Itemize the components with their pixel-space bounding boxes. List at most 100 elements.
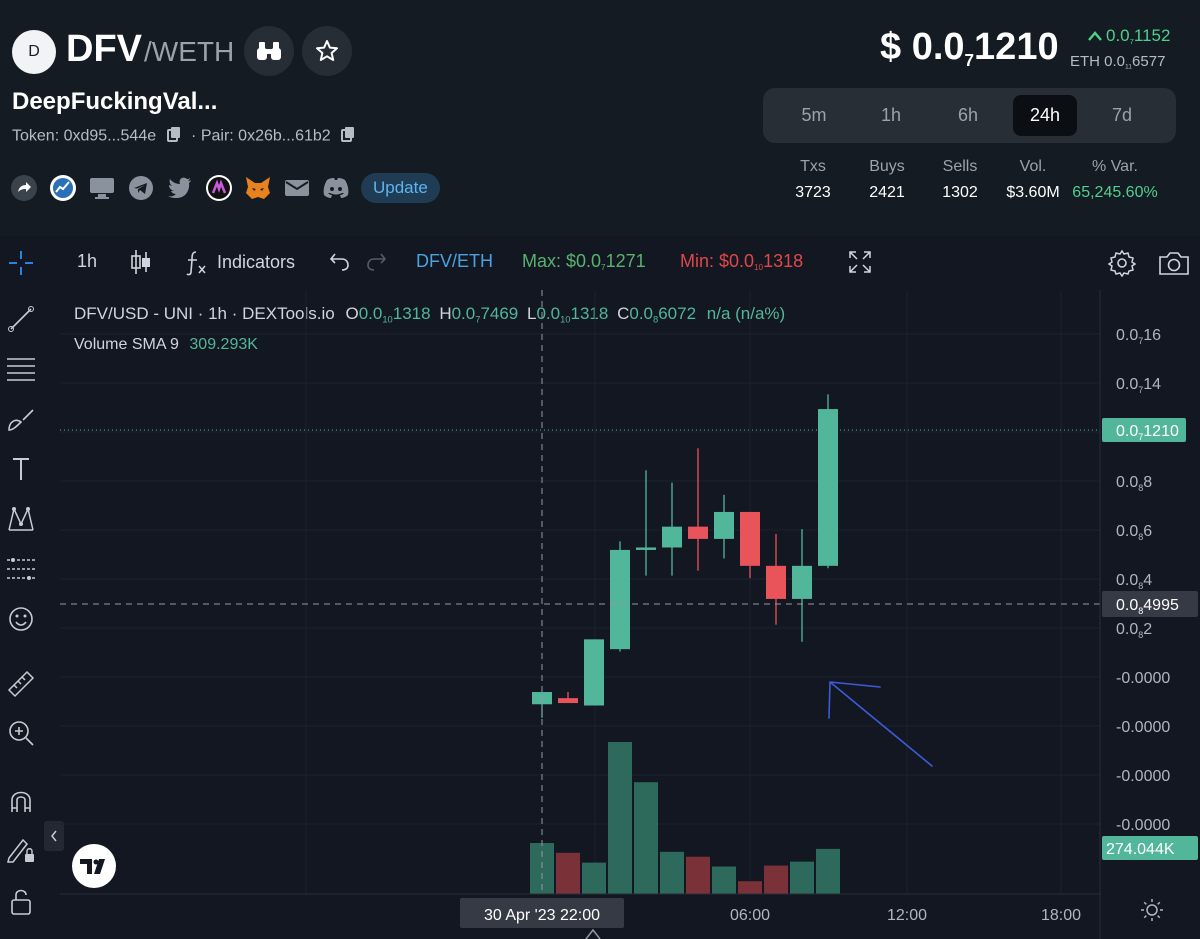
share-button[interactable] xyxy=(10,174,38,202)
crosshair-icon xyxy=(9,251,33,275)
lock-drawing-tool[interactable] xyxy=(4,832,38,866)
unlock-icon xyxy=(11,889,31,915)
zoom-tool[interactable] xyxy=(4,716,38,750)
horizontal-lines-icon xyxy=(7,358,35,381)
social-links: Update xyxy=(10,172,440,204)
pattern-tool[interactable] xyxy=(4,502,38,536)
max-price: Max: $0.071271 xyxy=(522,251,646,273)
twitter-link[interactable] xyxy=(166,174,194,202)
pair-base-symbol: DFV xyxy=(66,28,142,70)
monitor-icon xyxy=(90,178,114,199)
trendline-icon xyxy=(8,306,34,332)
copy-icon xyxy=(166,127,180,142)
screenshot-button[interactable] xyxy=(1158,249,1190,282)
sun-ray xyxy=(1143,901,1147,905)
price-tick-label: 0.071 xyxy=(1116,425,1152,444)
compare-pair-button[interactable]: DFV/ETH xyxy=(416,251,494,271)
tab-6h[interactable]: 6h xyxy=(957,105,979,125)
stat-sells: Sells 1302 xyxy=(942,158,978,201)
min-price: Min: $0.0101318 xyxy=(680,251,804,273)
volume-bar xyxy=(608,742,632,894)
favorite-star-button[interactable] xyxy=(302,26,352,76)
candle-body xyxy=(818,409,838,566)
ohlc-legend: DFV/USD - UNI · 1h · DEXTools.io O0.0101… xyxy=(74,304,786,325)
volume-bar xyxy=(686,856,710,894)
time-scroll-arrow-icon xyxy=(585,928,601,939)
chart-app-icon xyxy=(50,175,76,201)
price-tick-label: 0.0714 xyxy=(1116,376,1161,395)
tab-24h[interactable]: 24h xyxy=(1013,95,1077,136)
tab-5m[interactable]: 5m xyxy=(801,105,827,125)
metamask-button[interactable] xyxy=(244,174,272,202)
tab-7d[interactable]: 7d xyxy=(1111,105,1133,125)
volume-bar xyxy=(764,865,788,894)
collapse-toolbar-button[interactable] xyxy=(44,821,64,851)
volume-bar xyxy=(556,852,580,894)
chart-type-button[interactable] xyxy=(130,248,152,281)
emoji-tool[interactable] xyxy=(4,602,38,636)
current-price: $ 0.071210 xyxy=(880,26,1059,70)
gear-icon xyxy=(1107,249,1137,278)
zoom-in-icon xyxy=(9,721,34,746)
measure-tool[interactable] xyxy=(4,666,38,700)
drawing-toolbar xyxy=(0,236,64,939)
crosshair-time-label: 30 Apr '23 22:00 xyxy=(484,907,600,924)
price-tick-label: 0.088 xyxy=(1116,474,1152,493)
magnet-tool[interactable] xyxy=(4,784,38,818)
undo-button[interactable] xyxy=(328,250,350,277)
tab-1h[interactable]: 1h xyxy=(880,105,902,125)
fullscreen-button[interactable] xyxy=(848,250,872,279)
text-tool[interactable] xyxy=(4,452,38,486)
candle-body xyxy=(610,549,630,650)
prediction-tool[interactable] xyxy=(4,552,38,586)
time-tick-label: 12:00 xyxy=(887,907,927,924)
copy-pair-button[interactable] xyxy=(341,126,355,147)
volume-bar xyxy=(634,782,658,894)
pattern-icon xyxy=(8,506,34,531)
pair-quote-symbol: /WETH xyxy=(144,36,235,67)
token-address: 0xd95...544e xyxy=(63,127,157,145)
chart-app-link[interactable] xyxy=(49,174,77,202)
unlock-tool[interactable] xyxy=(4,884,38,918)
discord-icon xyxy=(323,178,349,198)
indicators-button[interactable]: Indicators xyxy=(184,248,295,276)
sun-core xyxy=(1146,904,1158,916)
brush-tool[interactable] xyxy=(4,402,38,436)
chart-toolbar: 1h Indicators DFV/ETH Max: $0.071271 Min… xyxy=(44,236,1200,290)
token-address-label: Token: xyxy=(12,127,60,145)
price-tick-label: -0.0000 xyxy=(1116,670,1170,687)
share-icon xyxy=(11,175,37,201)
chevron-left-icon xyxy=(44,821,64,851)
magnet-icon xyxy=(11,791,31,812)
mail-link[interactable] xyxy=(283,174,311,202)
redo-button[interactable] xyxy=(366,250,388,277)
candle-body xyxy=(584,639,604,706)
fib-tool[interactable] xyxy=(4,352,38,386)
pencil-lock-icon xyxy=(7,838,34,863)
crosshair-tool[interactable] xyxy=(4,246,38,280)
symbol-label: DFV/USD - UNI · 1h · DEXTools.io xyxy=(74,304,335,323)
copy-token-button[interactable] xyxy=(166,126,181,147)
dextools-app-link[interactable] xyxy=(205,174,233,202)
discord-link[interactable] xyxy=(322,174,350,202)
volume-bar xyxy=(790,861,814,894)
token-name: DeepFuckingVal... xyxy=(12,88,218,115)
update-button[interactable]: Update xyxy=(361,173,440,203)
star-icon xyxy=(316,40,338,61)
interval-button[interactable]: 1h xyxy=(77,251,98,271)
telegram-link[interactable] xyxy=(127,174,155,202)
settings-button[interactable] xyxy=(1107,249,1137,282)
annotation-arrow xyxy=(828,681,933,767)
candle-body xyxy=(558,698,578,704)
sun-icon[interactable] xyxy=(1141,899,1163,921)
trendline-tool[interactable] xyxy=(4,302,38,336)
candle-body xyxy=(688,526,708,539)
candle-body xyxy=(740,511,760,566)
binoculars-button[interactable] xyxy=(244,26,294,76)
undo-icon xyxy=(329,253,349,271)
website-link[interactable] xyxy=(88,174,116,202)
fullscreen-icon xyxy=(849,251,871,273)
candles-icon xyxy=(131,250,150,274)
text-icon xyxy=(13,458,29,480)
sun-ray xyxy=(1157,901,1161,905)
